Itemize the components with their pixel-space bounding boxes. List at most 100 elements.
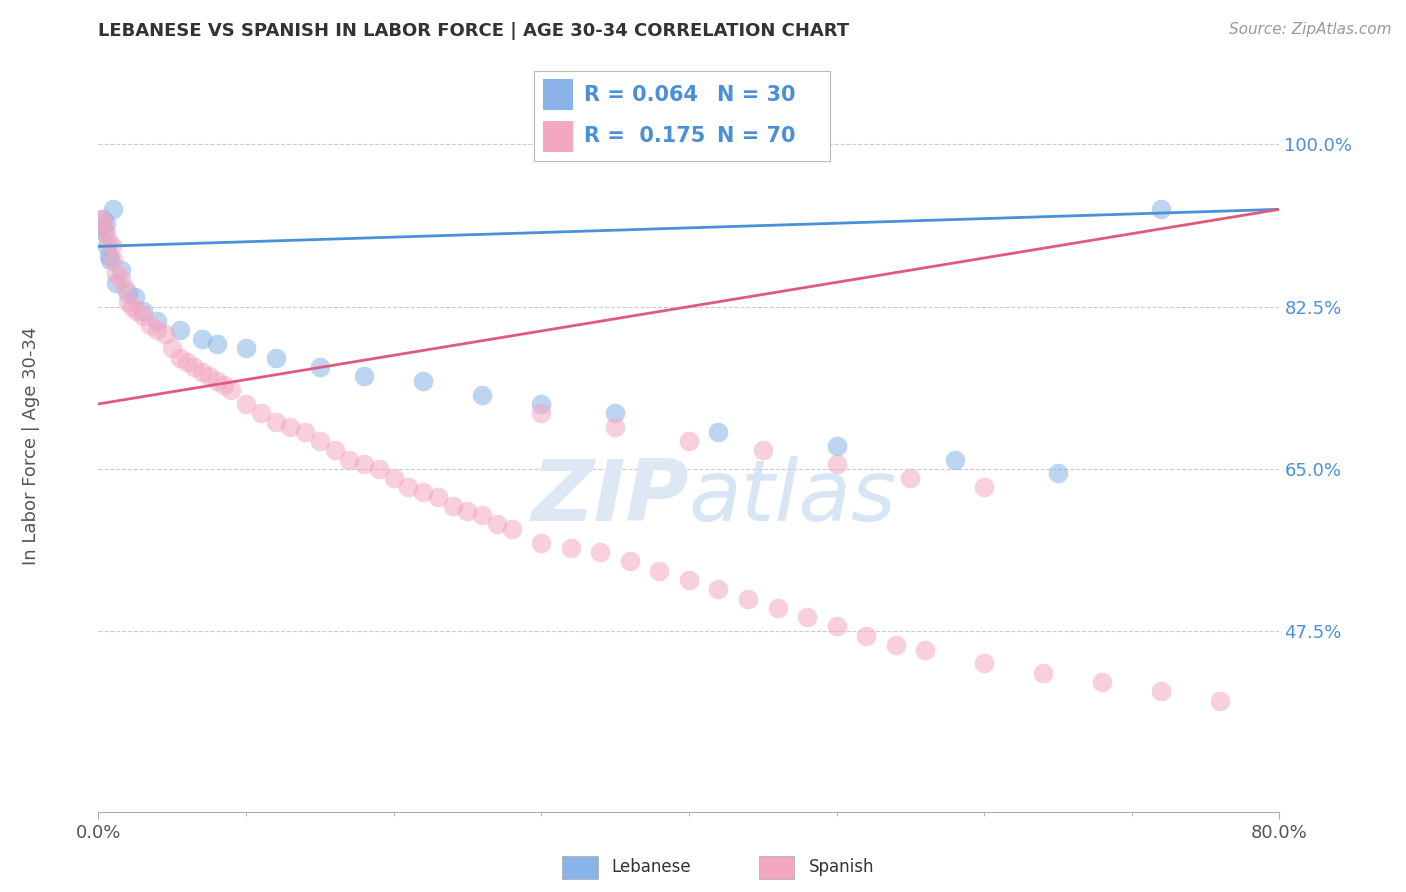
Point (309, 359, 332, 374)
Point (382, 471, 405, 485)
Text: In Labor Force | Age 30-34: In Labor Force | Age 30-34 (22, 326, 39, 566)
Point (1150, 684, 1173, 698)
Point (471, 387, 494, 401)
Point (169, 323, 191, 337)
Point (124, 290, 146, 304)
Point (146, 323, 169, 337)
Point (619, 554, 641, 568)
Point (412, 374, 434, 388)
Point (1150, 202, 1173, 217)
Point (235, 397, 257, 411)
Point (678, 573, 700, 587)
Point (530, 536, 553, 550)
Point (1209, 693, 1232, 707)
Point (486, 517, 509, 532)
Text: N = 30: N = 30 (717, 85, 796, 104)
Point (441, 499, 464, 513)
Point (191, 364, 214, 378)
Point (198, 369, 221, 384)
Point (183, 359, 205, 374)
Point (91, 211, 114, 226)
Text: Lebanese: Lebanese (612, 858, 692, 876)
Point (353, 369, 375, 384)
Point (98, 253, 121, 268)
Point (221, 383, 243, 397)
Point (176, 355, 198, 369)
Point (884, 638, 907, 652)
Point (110, 262, 132, 277)
Point (766, 600, 789, 615)
Point (105, 277, 128, 291)
Point (132, 304, 155, 318)
Point (169, 351, 191, 365)
Point (751, 443, 773, 458)
Point (91, 216, 114, 230)
Point (943, 452, 966, 467)
Point (132, 309, 155, 323)
Point (250, 406, 273, 420)
Point (146, 313, 169, 327)
Point (825, 439, 848, 453)
Point (117, 295, 139, 310)
Text: ZIP: ZIP (531, 456, 689, 540)
Text: atlas: atlas (689, 456, 897, 540)
Point (205, 374, 228, 388)
Point (205, 336, 228, 351)
Point (339, 452, 360, 467)
Point (471, 508, 494, 523)
Point (1091, 675, 1114, 690)
Point (94, 226, 117, 240)
Point (191, 332, 214, 346)
Point (973, 480, 995, 494)
Point (100, 239, 122, 253)
Point (235, 342, 257, 356)
Text: R =  0.175: R = 0.175 (585, 127, 706, 146)
Point (105, 267, 128, 281)
Point (796, 610, 818, 624)
Point (900, 471, 922, 485)
Point (1032, 665, 1054, 680)
Point (121, 300, 143, 314)
Point (1046, 467, 1069, 481)
Point (97, 249, 120, 263)
Point (96, 239, 118, 253)
Point (97, 235, 120, 249)
Point (110, 272, 132, 286)
Point (737, 591, 759, 606)
Bar (543, 79, 572, 110)
Point (278, 420, 302, 434)
Text: Spanish: Spanish (808, 858, 875, 876)
Point (153, 327, 176, 342)
Point (412, 485, 434, 500)
Point (825, 457, 848, 471)
Point (707, 582, 730, 597)
Text: Source: ZipAtlas.com: Source: ZipAtlas.com (1229, 22, 1392, 37)
Point (93, 226, 115, 240)
Text: LEBANESE VS SPANISH IN LABOR FORCE | AGE 30-34 CORRELATION CHART: LEBANESE VS SPANISH IN LABOR FORCE | AGE… (98, 22, 849, 40)
Point (90, 220, 112, 235)
Point (914, 642, 936, 657)
Point (94, 216, 117, 230)
Bar (543, 121, 572, 152)
Point (103, 202, 125, 217)
Point (368, 462, 391, 476)
Point (530, 406, 553, 420)
Point (309, 434, 332, 448)
Point (264, 416, 287, 430)
Point (973, 657, 995, 671)
Text: N = 70: N = 70 (717, 127, 796, 146)
Point (294, 425, 316, 439)
Point (114, 281, 136, 295)
Point (707, 425, 730, 439)
Point (323, 443, 346, 458)
Point (501, 522, 523, 536)
Point (825, 619, 848, 633)
Point (162, 342, 183, 356)
Point (427, 490, 450, 504)
Point (678, 434, 700, 448)
Point (90, 211, 112, 226)
Point (605, 406, 627, 420)
Point (396, 480, 419, 494)
Text: R = 0.064: R = 0.064 (585, 85, 699, 104)
Point (648, 564, 671, 578)
